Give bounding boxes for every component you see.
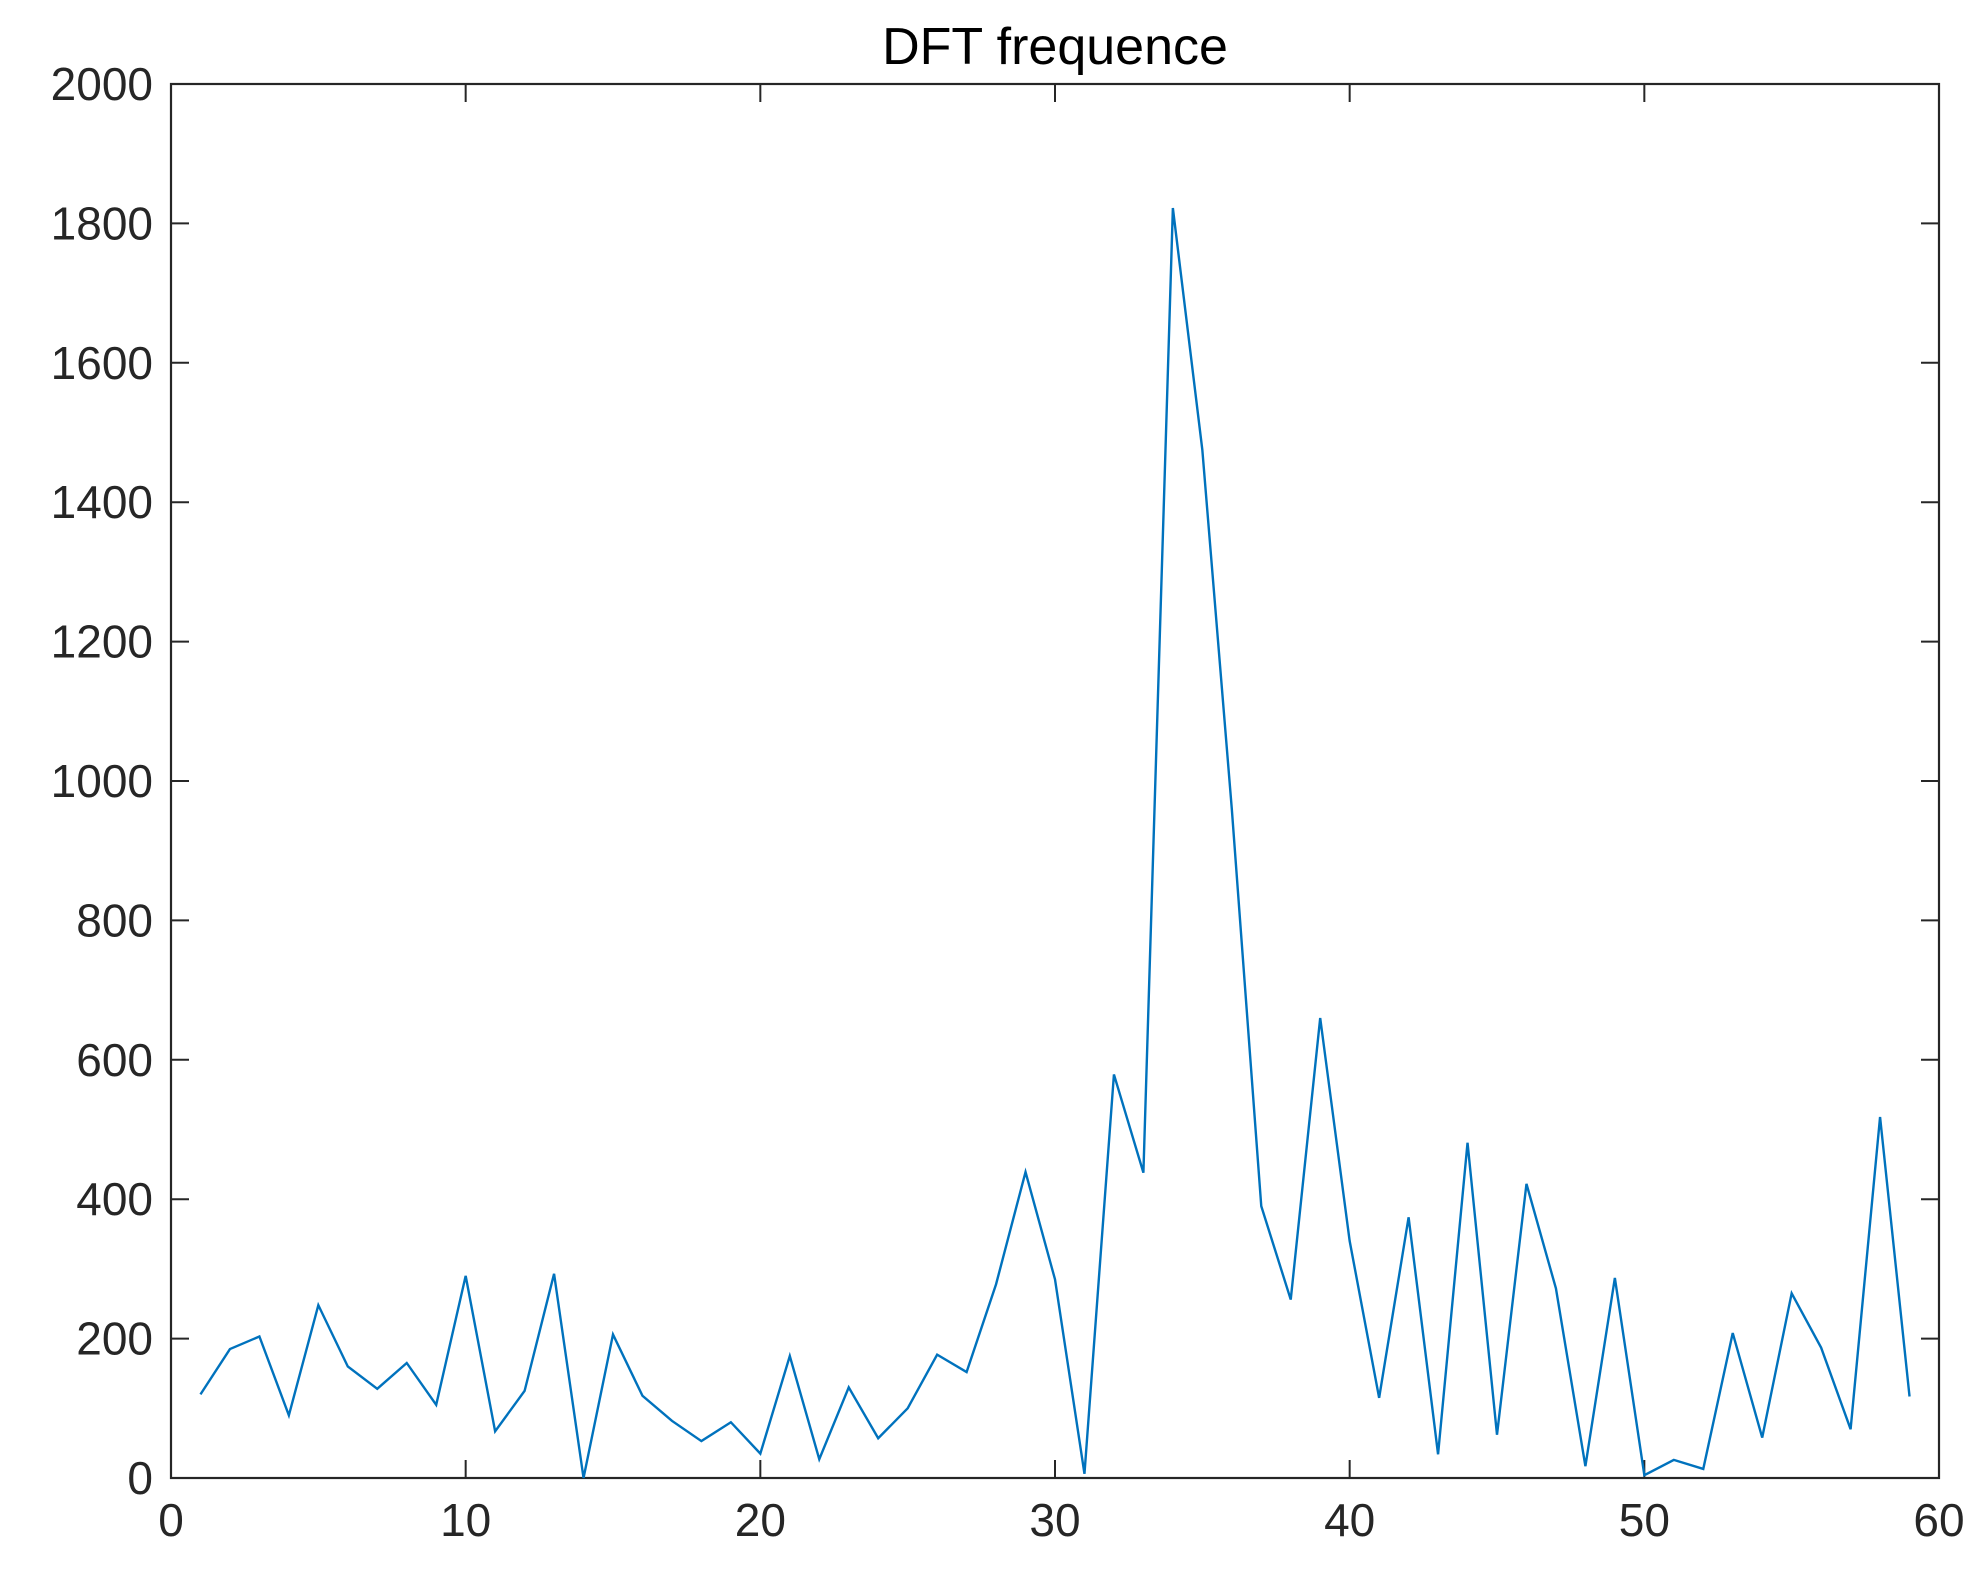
y-tick-label: 800 xyxy=(76,894,153,946)
y-tick-label: 600 xyxy=(76,1034,153,1086)
x-tick-label: 10 xyxy=(440,1494,491,1546)
y-tick-label: 2000 xyxy=(51,58,153,110)
x-tick-label: 30 xyxy=(1029,1494,1080,1546)
y-tick-label: 1400 xyxy=(51,476,153,528)
y-tick-label: 1000 xyxy=(51,755,153,807)
x-tick-label: 60 xyxy=(1913,1494,1964,1546)
y-tick-label: 0 xyxy=(127,1452,153,1504)
x-tick-label: 0 xyxy=(158,1494,184,1546)
y-tick-label: 400 xyxy=(76,1173,153,1225)
x-tick-label: 40 xyxy=(1324,1494,1375,1546)
series-line xyxy=(199,207,1911,1479)
x-tick-label: 20 xyxy=(735,1494,786,1546)
y-tick-label: 200 xyxy=(76,1313,153,1365)
y-tick-label: 1600 xyxy=(51,337,153,389)
plot-axes-box xyxy=(169,82,1941,1480)
y-tick-label: 1800 xyxy=(51,197,153,249)
chart-title: DFT frequence xyxy=(882,18,1228,76)
x-tick-label: 50 xyxy=(1619,1494,1670,1546)
y-tick-label: 1200 xyxy=(51,616,153,668)
